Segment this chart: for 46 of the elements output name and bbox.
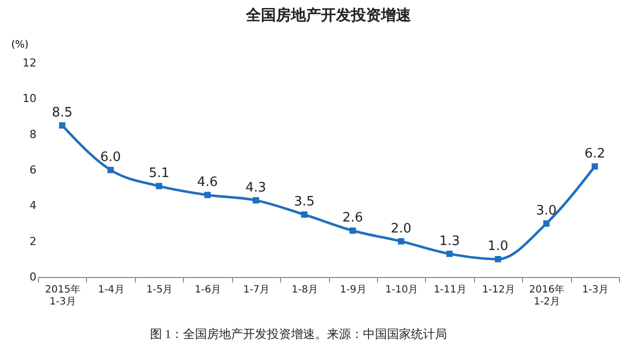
y-tick-label: 10 (22, 92, 36, 106)
point (398, 238, 404, 244)
data-label: 1.3 (439, 234, 460, 249)
point (350, 227, 356, 234)
data-label: 6.2 (584, 146, 606, 162)
y-tick-label: 2 (30, 234, 36, 248)
point (204, 192, 211, 198)
chart-title: 全国房地产开发投资增速 (245, 6, 412, 24)
y-tick-label: 6 (30, 164, 36, 176)
data-label: 2.6 (342, 210, 364, 226)
data-label: 8.5 (52, 105, 73, 120)
point (156, 182, 162, 190)
x-tick-label: 1-4月 (98, 284, 124, 296)
x-tick-label: 1-10月 (385, 284, 418, 296)
point (446, 250, 453, 257)
data-label: 2.0 (390, 221, 412, 236)
data-label: 1.0 (488, 239, 508, 254)
x-tick-label: 2015年 1-3月 (44, 284, 80, 308)
data-label: 4.6 (197, 174, 218, 190)
x-tick-label: 1-7月 (243, 284, 270, 296)
point (301, 211, 308, 218)
x-tick-label: 2016年 1-2月 (529, 284, 565, 308)
data-label: 3.5 (294, 194, 315, 210)
x-tick-label: 1-9月 (340, 284, 366, 296)
point (543, 220, 550, 227)
y-tick-label: 8 (30, 128, 36, 141)
y-tick-label: 4 (30, 199, 36, 212)
y-tick-label: 0 (30, 270, 36, 284)
x-tick-label: 1-6月 (194, 284, 222, 296)
x-tick-label: 1-5月 (146, 284, 173, 296)
x-tick-label: 1-11月 (434, 284, 466, 296)
point (494, 256, 502, 262)
caption: 图 1：全国房地产开发投资增速。来源：中国国家统计局 (150, 326, 448, 343)
data-label: 6.0 (100, 150, 121, 165)
point (59, 122, 66, 129)
x-tick-label: 1-12月 (482, 284, 515, 296)
y-tick-label: 12 (22, 56, 36, 70)
x-tick-label: 1-8月 (292, 284, 318, 296)
y-axis-title: (%) (11, 40, 29, 50)
point (252, 197, 260, 204)
data-label: 4.3 (246, 180, 266, 196)
data-label: 3.0 (536, 204, 557, 218)
x-tick-label: 1-3月 (582, 284, 608, 296)
point (592, 163, 598, 170)
data-label: 5.1 (148, 166, 170, 182)
point (107, 166, 114, 174)
